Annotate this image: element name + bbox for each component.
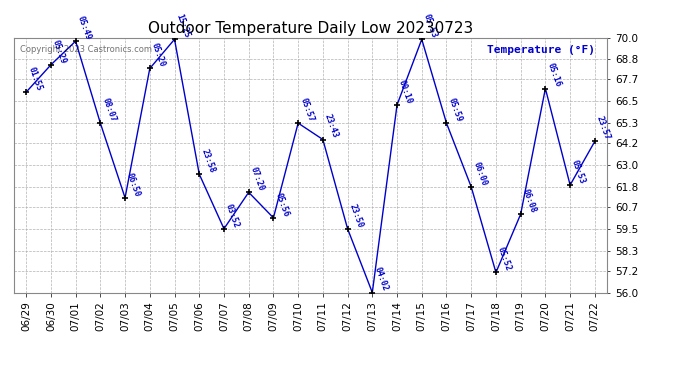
Text: 07:20: 07:20	[248, 166, 266, 192]
Text: 05:49: 05:49	[76, 15, 92, 41]
Text: 06:50: 06:50	[125, 171, 142, 198]
Text: 06:08: 06:08	[521, 188, 538, 214]
Text: 08:07: 08:07	[100, 96, 117, 123]
Text: 23:58: 23:58	[199, 147, 216, 174]
Text: Temperature (°F): Temperature (°F)	[487, 45, 595, 55]
Text: Copyright 2023 Castronics.com: Copyright 2023 Castronics.com	[20, 45, 152, 54]
Title: Outdoor Temperature Daily Low 20230723: Outdoor Temperature Daily Low 20230723	[148, 21, 473, 36]
Text: 05:52: 05:52	[496, 246, 513, 273]
Text: 04:02: 04:02	[373, 266, 389, 292]
Text: 05:16: 05:16	[545, 62, 562, 88]
Text: 03:52: 03:52	[224, 202, 241, 229]
Text: 05:53: 05:53	[422, 13, 439, 39]
Text: 15:25: 15:25	[175, 13, 192, 39]
Text: 01:55: 01:55	[26, 66, 43, 92]
Text: 23:43: 23:43	[323, 113, 340, 140]
Text: 23:57: 23:57	[595, 115, 612, 141]
Text: 23:50: 23:50	[348, 202, 364, 229]
Text: 00:10: 00:10	[397, 78, 414, 105]
Text: 05:57: 05:57	[298, 96, 315, 123]
Text: 05:29: 05:29	[51, 38, 68, 65]
Text: 05:53: 05:53	[570, 159, 587, 185]
Text: 06:00: 06:00	[471, 160, 489, 187]
Text: 05:20: 05:20	[150, 42, 167, 69]
Text: 05:59: 05:59	[446, 96, 464, 123]
Text: 05:56: 05:56	[273, 191, 290, 218]
